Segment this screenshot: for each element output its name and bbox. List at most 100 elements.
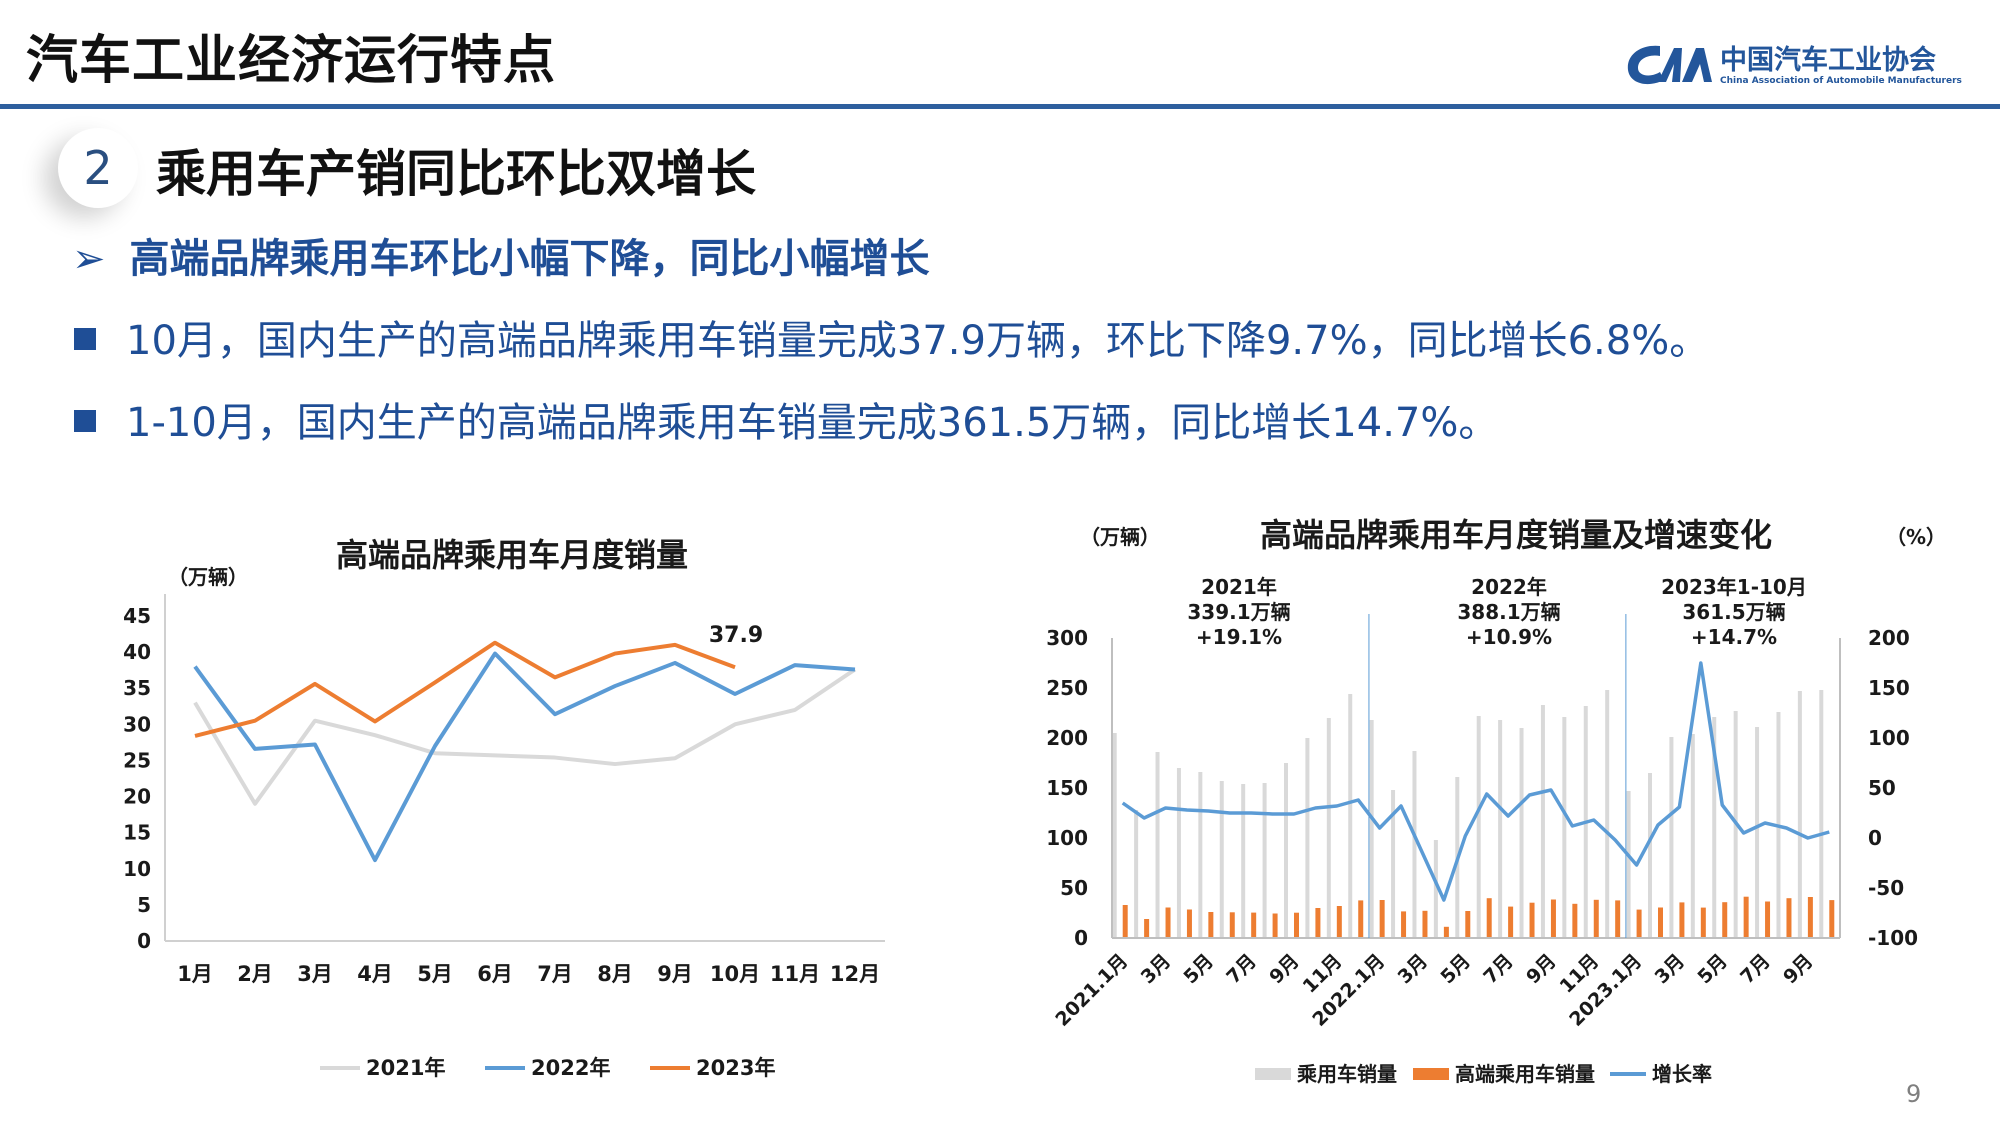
y2-tick-label: 150	[1868, 676, 1910, 700]
bar-total-sales	[1305, 738, 1310, 938]
x-tick-label: 5月	[417, 962, 453, 986]
x-tick-label: 5月	[1436, 950, 1474, 988]
period-annotation: 388.1万辆	[1457, 600, 1560, 624]
y-tick-label: 25	[123, 748, 151, 772]
bar-premium-sales	[1443, 926, 1449, 938]
bar-premium-sales	[1572, 903, 1578, 938]
bar-total-sales	[1284, 763, 1288, 938]
bullet-item: 1-10月，国内生产的高端品牌乘用车销量完成361.5万辆，同比增长14.7%。	[74, 390, 1498, 448]
x-tick-label: 3月	[1137, 950, 1175, 988]
legend-label: 2023年	[696, 1056, 775, 1080]
bar-total-sales	[1155, 752, 1160, 938]
period-annotation: +14.7%	[1691, 625, 1777, 649]
bar-total-sales	[1262, 783, 1267, 938]
bar-premium-sales	[1379, 900, 1385, 938]
monthly-sales-line-chart: 高端品牌乘用车月度销量 （万辆） 0 5 10 15 20 25 30 35 40 45 1月 2月…	[123, 536, 885, 1080]
bar-premium-sales	[1550, 899, 1556, 938]
x-tick-label: 4月	[357, 962, 393, 986]
x-tick-label: 2月	[237, 962, 273, 986]
y-tick-label: 0	[137, 929, 151, 953]
bar-premium-sales	[1422, 910, 1428, 938]
x-tick-label: 3月	[297, 962, 333, 986]
legend-swatch	[1413, 1068, 1449, 1080]
bar-total-sales	[1198, 772, 1203, 938]
bar-total-sales	[1369, 720, 1374, 938]
x-tick-label: 3月	[1394, 950, 1432, 988]
bar-total-sales	[1134, 810, 1139, 938]
period-annotation: 339.1万辆	[1187, 600, 1290, 624]
period-annotation: +10.9%	[1466, 625, 1552, 649]
y-tick-label: 20	[123, 785, 151, 809]
y2-tick-label: 0	[1868, 826, 1882, 850]
period-annotation: 2022年	[1471, 575, 1547, 599]
chart-title: 高端品牌乘用车月度销量及增速变化	[1260, 516, 1772, 554]
bar-premium-sales	[1700, 907, 1706, 938]
bar-total-sales	[1690, 734, 1695, 938]
series-line-2023年	[194, 640, 736, 738]
bar-total-sales	[1519, 728, 1524, 938]
y-tick-label: 45	[123, 604, 151, 628]
bar-total-sales	[1433, 840, 1438, 938]
bar-premium-sales	[1315, 908, 1321, 938]
legend-label: 高端乘用车销量	[1455, 1062, 1595, 1086]
bar-total-sales	[1476, 716, 1481, 938]
bar-total-sales	[1219, 781, 1224, 938]
y2-tick-label: -100	[1868, 926, 1918, 950]
bullet-text: 1-10月，国内生产的高端品牌乘用车销量完成361.5万辆，同比增长14.7%。	[126, 400, 1499, 446]
bar-total-sales	[1712, 717, 1717, 938]
x-tick-label: 11月	[770, 962, 820, 986]
y-tick-label: 0	[1074, 926, 1088, 950]
bar-premium-sales	[1743, 896, 1749, 938]
y-tick-label: 100	[1046, 826, 1088, 850]
bar-total-sales	[1797, 691, 1802, 938]
y2-tick-label: 50	[1868, 776, 1896, 800]
legend-swatch	[1255, 1068, 1291, 1080]
page-title: 汽车工业经济运行特点	[26, 31, 557, 91]
bar-premium-sales	[1765, 901, 1771, 938]
bar-premium-sales	[1829, 900, 1835, 938]
bar-premium-sales	[1722, 902, 1728, 938]
bar-premium-sales	[1658, 907, 1663, 938]
y2-tick-label: -50	[1868, 876, 1904, 900]
y-tick-label: 250	[1046, 676, 1088, 700]
y-tick-label: 30	[123, 712, 151, 736]
x-tick-label: 9月	[657, 962, 693, 986]
legend-label: 2021年	[366, 1056, 445, 1080]
arrow-bullet-icon: ➢	[72, 236, 106, 282]
legend-label: 乘用车销量	[1296, 1062, 1397, 1086]
bar-premium-sales	[1122, 905, 1128, 938]
bar-premium-sales	[1486, 898, 1492, 938]
period-annotation: 2023年1-10月	[1661, 575, 1807, 599]
section-number-badge: 2	[58, 128, 138, 208]
y-tick-label: 15	[123, 821, 151, 845]
bullet-text: 10月，国内生产的高端品牌乘用车销量完成37.9万辆，环比下降9.7%，同比增长…	[126, 318, 1710, 364]
legend-label: 2022年	[531, 1056, 610, 1080]
y-tick-label: 300	[1046, 626, 1088, 650]
bar-premium-sales	[1529, 902, 1535, 938]
bar-premium-sales	[1401, 911, 1407, 938]
bar-premium-sales	[1294, 912, 1299, 938]
bullet-item: 10月，国内生产的高端品牌乘用车销量完成37.9万辆，环比下降9.7%，同比增长…	[74, 308, 1709, 366]
y-tick-label: 35	[123, 676, 151, 700]
bar-total-sales	[1819, 690, 1824, 938]
bar-premium-sales	[1165, 907, 1171, 938]
bar-total-sales	[1391, 790, 1396, 938]
header-divider	[0, 104, 2000, 109]
logo-english-name: China Association of Automobile Manufact…	[1720, 76, 1962, 86]
x-tick-label: 3月	[1651, 950, 1689, 988]
bar-premium-sales	[1807, 897, 1813, 938]
y-axis-label: （万辆）	[1080, 525, 1160, 549]
page-number: 9	[1906, 1080, 1922, 1108]
subheading-text: 高端品牌乘用车环比小幅下降，同比小幅增长	[129, 236, 930, 282]
y2-tick-label: 200	[1868, 626, 1910, 650]
y2-tick-label: 100	[1868, 726, 1910, 750]
bar-total-sales	[1112, 733, 1117, 938]
growth-rate-line	[1121, 661, 1830, 902]
bar-premium-sales	[1336, 906, 1342, 938]
bar-total-sales	[1412, 751, 1417, 938]
x-tick-label: 5月	[1693, 950, 1731, 988]
x-tick-label: 6月	[477, 962, 513, 986]
x-tick-label: 7月	[1736, 950, 1774, 988]
bar-total-sales	[1605, 690, 1610, 938]
bar-total-sales	[1348, 694, 1353, 938]
